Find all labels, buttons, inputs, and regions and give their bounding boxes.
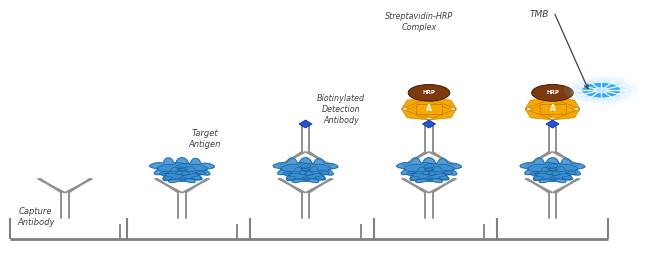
Polygon shape	[525, 109, 552, 120]
Polygon shape	[406, 167, 437, 181]
Polygon shape	[404, 158, 454, 180]
Polygon shape	[176, 166, 205, 180]
Polygon shape	[159, 167, 190, 181]
Polygon shape	[157, 158, 207, 180]
Polygon shape	[528, 99, 563, 113]
Polygon shape	[542, 105, 577, 119]
FancyBboxPatch shape	[540, 104, 566, 114]
Polygon shape	[419, 105, 453, 119]
Polygon shape	[546, 120, 559, 128]
Circle shape	[593, 87, 609, 93]
Polygon shape	[402, 109, 429, 120]
Circle shape	[532, 84, 573, 101]
Polygon shape	[280, 158, 331, 180]
Polygon shape	[552, 109, 580, 120]
Circle shape	[408, 84, 450, 101]
Polygon shape	[422, 166, 452, 180]
Circle shape	[582, 82, 621, 98]
Text: HRP: HRP	[546, 90, 559, 95]
Polygon shape	[552, 98, 580, 109]
Polygon shape	[177, 158, 214, 175]
Polygon shape	[405, 99, 439, 113]
Polygon shape	[424, 158, 462, 175]
Polygon shape	[429, 98, 456, 109]
Polygon shape	[396, 158, 434, 175]
Polygon shape	[535, 167, 570, 183]
Text: Biotinylated
Detection
Antibody: Biotinylated Detection Antibody	[317, 94, 365, 125]
Polygon shape	[150, 158, 187, 175]
Polygon shape	[525, 98, 552, 109]
Polygon shape	[530, 167, 560, 181]
Text: HRP: HRP	[422, 90, 436, 95]
Text: A: A	[426, 105, 432, 113]
Polygon shape	[164, 167, 200, 183]
Polygon shape	[300, 158, 338, 175]
Polygon shape	[520, 158, 558, 175]
Polygon shape	[273, 158, 311, 175]
Circle shape	[570, 78, 632, 103]
Text: A: A	[549, 105, 556, 113]
Polygon shape	[405, 105, 439, 119]
Polygon shape	[419, 99, 453, 113]
Polygon shape	[283, 167, 313, 181]
Polygon shape	[542, 99, 577, 113]
Text: Streptavidin-HRP
Complex: Streptavidin-HRP Complex	[385, 12, 454, 32]
Text: TMB: TMB	[530, 10, 549, 19]
Polygon shape	[288, 167, 323, 183]
Polygon shape	[299, 120, 312, 128]
Circle shape	[577, 80, 626, 100]
Text: Target
Antigen: Target Antigen	[188, 129, 221, 149]
Polygon shape	[546, 166, 576, 180]
Polygon shape	[547, 158, 585, 175]
FancyBboxPatch shape	[416, 104, 442, 114]
Polygon shape	[299, 166, 329, 180]
Polygon shape	[422, 120, 436, 128]
Polygon shape	[402, 98, 429, 109]
Polygon shape	[411, 167, 447, 183]
Polygon shape	[528, 105, 563, 119]
Polygon shape	[429, 109, 456, 120]
Polygon shape	[527, 158, 578, 180]
Circle shape	[564, 75, 639, 105]
Text: Capture
Antibody: Capture Antibody	[17, 207, 55, 227]
